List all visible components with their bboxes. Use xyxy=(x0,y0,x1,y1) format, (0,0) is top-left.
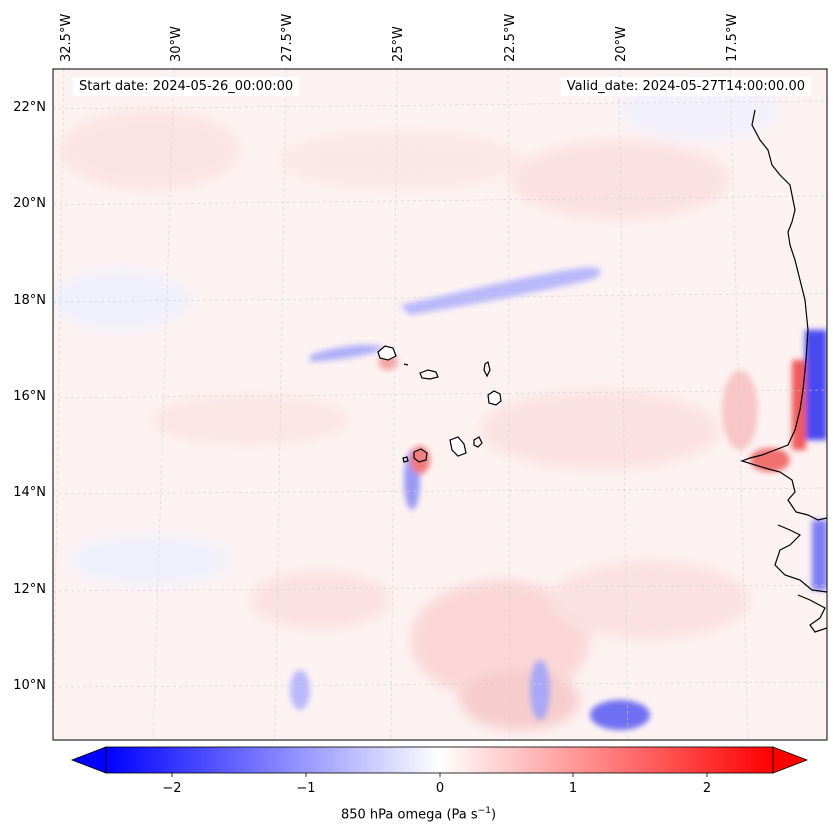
coastlines xyxy=(377,109,827,633)
colorbar-tick-label: 0 xyxy=(436,781,444,796)
colorbar-title-text: 850 hPa omega (Pa s xyxy=(340,807,478,823)
omega-field xyxy=(53,69,827,740)
valid-date-label: Valid_date: 2024-05-27T14:00:00.00 xyxy=(560,77,811,96)
lat-label: 18°N xyxy=(13,293,46,308)
colorbar-bar xyxy=(105,746,774,774)
lon-label: 20°W xyxy=(614,26,629,62)
lat-label: 10°N xyxy=(13,678,46,693)
lat-label: 12°N xyxy=(13,582,46,597)
latitude-labels: 22°N 20°N 18°N 16°N 14°N 12°N 10°N xyxy=(13,100,46,693)
lon-label: 32.5°W xyxy=(59,14,74,62)
colorbar-extend-low xyxy=(70,746,107,774)
colorbar: −2 −1 0 1 2 xyxy=(70,746,809,796)
colorbar-title-exponent: −1 xyxy=(477,806,491,816)
lon-label: 22.5°W xyxy=(503,14,518,62)
lat-label: 16°N xyxy=(13,389,46,404)
lon-label: 27.5°W xyxy=(280,14,295,62)
start-date-label: Start date: 2024-05-26_00:00:00 xyxy=(73,77,300,96)
colorbar-extend-high xyxy=(772,746,809,774)
start-date-text: Start date: 2024-05-26_00:00:00 xyxy=(79,79,294,94)
lat-label: 14°N xyxy=(13,485,46,500)
lat-label: 22°N xyxy=(13,100,46,115)
longitude-labels: 32.5°W 30°W 27.5°W 25°W 22.5°W 20°W 17.5… xyxy=(59,14,740,62)
colorbar-tick-label: 2 xyxy=(703,781,711,796)
lon-label: 30°W xyxy=(169,26,184,62)
map-frame xyxy=(52,68,828,741)
lat-label: 20°N xyxy=(13,196,46,211)
colorbar-tick-label: −2 xyxy=(162,781,181,796)
lon-label: 25°W xyxy=(391,26,406,62)
lon-label: 17.5°W xyxy=(725,14,740,62)
colorbar-tick-label: −1 xyxy=(296,781,315,796)
colorbar-tick-label: 1 xyxy=(569,781,577,796)
colorbar-title: 850 hPa omega (Pa s−1) xyxy=(0,806,837,822)
valid-date-text: Valid_date: 2024-05-27T14:00:00.00 xyxy=(566,79,805,94)
gridlines xyxy=(53,69,827,740)
colorbar-title-close: ) xyxy=(490,807,497,823)
